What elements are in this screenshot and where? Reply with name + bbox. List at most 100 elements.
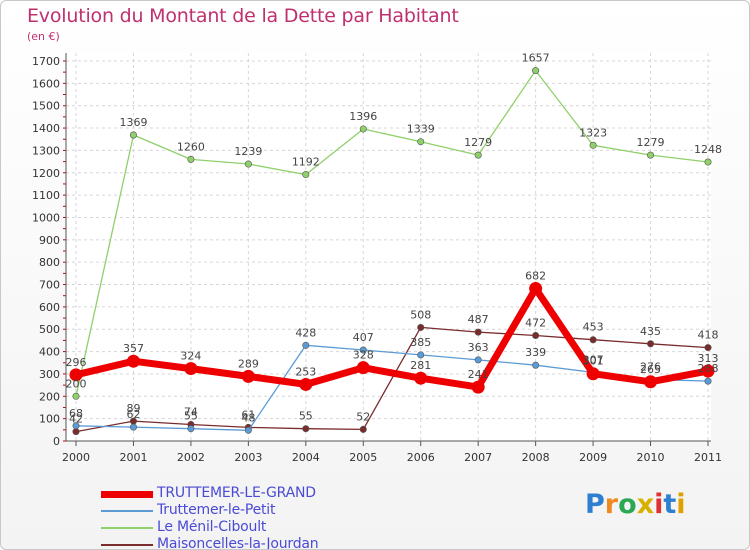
data-label: 200 bbox=[66, 377, 87, 390]
x-tick-label: 2005 bbox=[349, 451, 377, 464]
series-point-0 bbox=[644, 375, 658, 389]
y-tick-label: 800 bbox=[39, 256, 60, 269]
series-point-2 bbox=[647, 151, 655, 159]
series-point-1 bbox=[704, 377, 712, 385]
plot-area bbox=[66, 53, 711, 441]
y-tick-label: 100 bbox=[39, 413, 60, 426]
series-point-3 bbox=[647, 340, 655, 348]
series-point-1 bbox=[532, 361, 540, 369]
series-point-1 bbox=[187, 425, 195, 433]
data-label: 307 bbox=[583, 353, 604, 366]
series-point-0 bbox=[529, 282, 543, 296]
x-tick-label: 2006 bbox=[407, 451, 435, 464]
y-tick-label: 700 bbox=[39, 279, 60, 292]
data-label: 435 bbox=[640, 325, 661, 338]
data-label: 357 bbox=[123, 342, 144, 355]
y-tick-label: 400 bbox=[39, 346, 60, 359]
data-label: 1279 bbox=[464, 136, 492, 149]
x-tick-label: 2008 bbox=[522, 451, 550, 464]
data-label: 52 bbox=[356, 410, 370, 423]
data-label: 1323 bbox=[579, 126, 607, 139]
data-label: 301 bbox=[583, 355, 604, 368]
x-tick-label: 2003 bbox=[234, 451, 262, 464]
data-label: 1239 bbox=[234, 145, 262, 158]
data-label: 1192 bbox=[292, 156, 320, 169]
legend-swatch bbox=[101, 544, 153, 546]
series-point-1 bbox=[129, 423, 137, 431]
data-label: 428 bbox=[295, 326, 316, 339]
data-label: 328 bbox=[353, 349, 374, 362]
data-label: 289 bbox=[238, 357, 259, 370]
series-point-0 bbox=[586, 367, 600, 381]
y-tick-label: 200 bbox=[39, 390, 60, 403]
data-label: 281 bbox=[410, 359, 431, 372]
series-point-2 bbox=[704, 158, 712, 166]
data-label: 268 bbox=[698, 362, 719, 375]
data-label: 1657 bbox=[522, 52, 550, 65]
data-label: 68 bbox=[69, 407, 83, 420]
data-label: 55 bbox=[299, 410, 313, 423]
y-tick-label: 1400 bbox=[32, 122, 60, 135]
data-label: 1396 bbox=[349, 110, 377, 123]
legend-swatch bbox=[101, 527, 153, 529]
data-label: 472 bbox=[525, 316, 546, 329]
series-point-3 bbox=[302, 425, 310, 433]
series-line-2 bbox=[75, 69, 709, 397]
series-point-0 bbox=[241, 369, 255, 383]
y-tick-label: 1700 bbox=[32, 55, 60, 68]
series-point-0 bbox=[126, 354, 140, 368]
series-point-3 bbox=[417, 323, 425, 331]
series-point-2 bbox=[244, 160, 252, 168]
series-point-0 bbox=[69, 368, 83, 382]
x-tick-label: 2000 bbox=[62, 451, 90, 464]
x-tick-label: 2011 bbox=[694, 451, 722, 464]
y-tick-label: 1100 bbox=[32, 189, 60, 202]
series-point-3 bbox=[532, 331, 540, 339]
series-point-2 bbox=[72, 392, 80, 400]
series-point-3 bbox=[704, 344, 712, 352]
data-label: 74 bbox=[184, 405, 198, 418]
legend-label: Maisoncelles-la-Jourdan bbox=[157, 536, 319, 550]
y-tick-label: 1000 bbox=[32, 211, 60, 224]
legend-swatch bbox=[101, 510, 153, 512]
series-point-0 bbox=[356, 361, 370, 375]
data-label: 1260 bbox=[177, 140, 205, 153]
data-label: 487 bbox=[468, 313, 489, 326]
series-point-2 bbox=[474, 151, 482, 159]
y-tick-label: 1600 bbox=[32, 77, 60, 90]
series-point-0 bbox=[299, 377, 313, 391]
series-point-3 bbox=[474, 328, 482, 336]
series-point-0 bbox=[471, 380, 485, 394]
series-point-2 bbox=[187, 155, 195, 163]
data-label: 385 bbox=[410, 336, 431, 349]
data-label: 276 bbox=[640, 360, 661, 373]
data-label: 48 bbox=[241, 411, 255, 424]
series-point-1 bbox=[72, 422, 80, 430]
data-label: 1369 bbox=[119, 116, 147, 129]
data-label: 296 bbox=[66, 356, 87, 369]
data-label: 418 bbox=[698, 329, 719, 342]
data-label: 241 bbox=[468, 368, 489, 381]
data-label: 55 bbox=[184, 410, 198, 423]
data-label: 453 bbox=[583, 321, 604, 334]
y-tick-label: 0 bbox=[53, 435, 60, 448]
series-point-2 bbox=[589, 141, 597, 149]
legend-label: TRUTTEMER-LE-GRAND bbox=[157, 485, 316, 501]
data-label: 363 bbox=[468, 341, 489, 354]
series-point-1 bbox=[302, 341, 310, 349]
data-label: 407 bbox=[353, 331, 374, 344]
x-tick-label: 2004 bbox=[292, 451, 320, 464]
x-tick-label: 2002 bbox=[177, 451, 205, 464]
y-tick-label: 600 bbox=[39, 301, 60, 314]
x-tick-label: 2001 bbox=[119, 451, 147, 464]
x-tick-label: 2007 bbox=[464, 451, 492, 464]
brand-logo: Proxiti bbox=[585, 489, 686, 520]
legend-swatch bbox=[101, 491, 153, 498]
data-label: 324 bbox=[180, 350, 201, 363]
data-label: 61 bbox=[241, 408, 255, 421]
y-tick-label: 1300 bbox=[32, 144, 60, 157]
x-tick-label: 2009 bbox=[579, 451, 607, 464]
y-tick-label: 900 bbox=[39, 234, 60, 247]
